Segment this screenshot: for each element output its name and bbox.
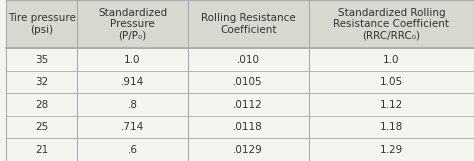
Text: Rolling Resistance
Coefficient: Rolling Resistance Coefficient	[201, 13, 296, 35]
Bar	[6, 116, 474, 138]
Text: .6: .6	[128, 145, 137, 155]
Bar	[309, 0, 474, 48]
Text: .8: .8	[128, 100, 137, 110]
Text: 1.0: 1.0	[124, 55, 141, 65]
Text: 21: 21	[35, 145, 48, 155]
Text: 1.29: 1.29	[380, 145, 403, 155]
Bar	[6, 93, 474, 116]
Bar	[6, 0, 77, 48]
Text: .0112: .0112	[233, 100, 263, 110]
Text: 32: 32	[35, 77, 48, 87]
Bar	[188, 0, 309, 48]
Bar	[77, 0, 188, 48]
Bar	[6, 138, 474, 161]
Text: Standardized Rolling
Resistance Coefficient
(RRC/RRC₀): Standardized Rolling Resistance Coeffici…	[333, 8, 449, 41]
Text: 25: 25	[35, 122, 48, 132]
Bar	[6, 71, 474, 93]
Text: .010: .010	[237, 55, 260, 65]
Text: .914: .914	[121, 77, 144, 87]
Text: Standardized
Pressure
(P/P₀): Standardized Pressure (P/P₀)	[98, 8, 167, 41]
Text: .0105: .0105	[233, 77, 263, 87]
Text: 1.12: 1.12	[380, 100, 403, 110]
Bar	[6, 48, 474, 71]
Text: .0118: .0118	[233, 122, 263, 132]
Text: 1.18: 1.18	[380, 122, 403, 132]
Text: .714: .714	[121, 122, 144, 132]
Text: 1.0: 1.0	[383, 55, 400, 65]
Text: .0129: .0129	[233, 145, 263, 155]
Text: 28: 28	[35, 100, 48, 110]
Text: Tire pressure
(psi): Tire pressure (psi)	[8, 13, 75, 35]
Text: 35: 35	[35, 55, 48, 65]
Text: 1.05: 1.05	[380, 77, 403, 87]
